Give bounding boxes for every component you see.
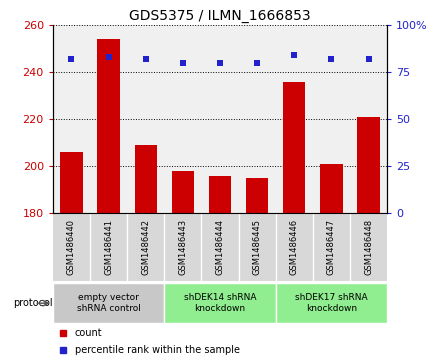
Bar bbox=[60, 152, 83, 363]
Bar bbox=[97, 40, 120, 363]
Bar bbox=[320, 164, 343, 363]
Text: percentile rank within the sample: percentile rank within the sample bbox=[74, 345, 239, 355]
Bar bbox=[246, 178, 268, 363]
Point bbox=[291, 53, 298, 58]
Title: GDS5375 / ILMN_1666853: GDS5375 / ILMN_1666853 bbox=[129, 9, 311, 23]
Text: GSM1486446: GSM1486446 bbox=[290, 219, 299, 275]
Text: GSM1486443: GSM1486443 bbox=[178, 219, 187, 275]
Bar bbox=[53, 283, 164, 323]
Point bbox=[253, 60, 260, 66]
Text: GSM1486442: GSM1486442 bbox=[141, 219, 150, 275]
Point bbox=[216, 60, 224, 66]
Text: shDEK17 shRNA
knockdown: shDEK17 shRNA knockdown bbox=[295, 294, 368, 313]
Bar bbox=[209, 176, 231, 363]
Text: count: count bbox=[74, 328, 102, 338]
Text: GSM1486440: GSM1486440 bbox=[67, 219, 76, 275]
Bar bbox=[172, 171, 194, 363]
Point bbox=[142, 56, 149, 62]
Text: shDEK14 shRNA
knockdown: shDEK14 shRNA knockdown bbox=[184, 294, 256, 313]
Text: GSM1486448: GSM1486448 bbox=[364, 219, 373, 275]
Text: empty vector
shRNA control: empty vector shRNA control bbox=[77, 294, 140, 313]
Point bbox=[105, 54, 112, 60]
Point bbox=[68, 56, 75, 62]
Bar bbox=[283, 82, 305, 363]
Bar bbox=[135, 145, 157, 363]
Point bbox=[328, 56, 335, 62]
Bar bbox=[164, 283, 276, 323]
Text: GSM1486444: GSM1486444 bbox=[216, 219, 224, 275]
Text: GSM1486447: GSM1486447 bbox=[327, 219, 336, 275]
Text: GSM1486445: GSM1486445 bbox=[253, 219, 262, 275]
Point bbox=[180, 60, 187, 66]
Bar bbox=[276, 283, 387, 323]
Text: protocol: protocol bbox=[13, 298, 53, 308]
Text: GSM1486441: GSM1486441 bbox=[104, 219, 113, 275]
Bar bbox=[357, 117, 380, 363]
Point bbox=[365, 56, 372, 62]
